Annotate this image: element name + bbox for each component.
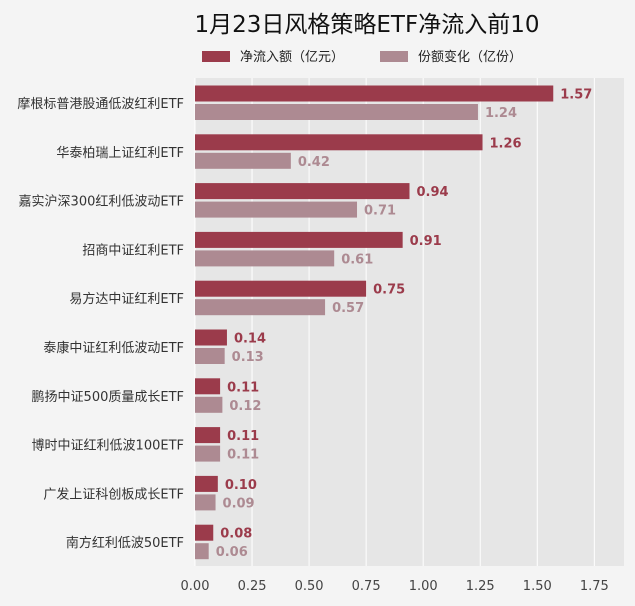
plot-area (195, 78, 624, 566)
bar-net-inflow (195, 231, 403, 248)
bar-net-inflow (195, 378, 221, 395)
category-label: 泰康中证红利低波动ETF (43, 340, 184, 356)
bar-net-inflow (195, 329, 227, 346)
category-labels: 摩根标普港股通低波红利ETF 华泰柏瑞上证红利ETF 嘉实沪深300红利低波动ETF… (17, 96, 184, 551)
category-label: 摩根标普港股通低波红利ETF (17, 96, 184, 112)
bar-net-inflow (195, 475, 218, 492)
x-tick-label: 1.75 (580, 579, 609, 594)
category-label: 广发上证科创板成长ETF (43, 486, 184, 502)
bar-net-inflow (195, 524, 214, 541)
x-tick-label: 1.50 (523, 579, 552, 594)
bar-share-change (195, 299, 326, 316)
bar-net-inflow (195, 427, 221, 444)
category-label: 南方红利低波50ETF (66, 535, 184, 551)
bar-share-change (195, 104, 478, 120)
bar-share-change (195, 250, 335, 267)
bar-share-change (195, 201, 358, 218)
bars (195, 85, 554, 560)
data-label-net-inflow: 0.11 (227, 380, 259, 395)
data-label-net-inflow: 0.10 (225, 478, 257, 493)
legend-swatch-share-change (380, 51, 408, 62)
data-label-share-change: 0.61 (341, 252, 373, 267)
data-label-net-inflow: 1.57 (560, 88, 592, 103)
legend: 净流入额（亿元） 份额变化（亿份） (202, 49, 522, 65)
x-tick-label: 1.00 (409, 579, 438, 594)
category-label: 博时中证红利低波100ETF (32, 438, 184, 454)
x-tick-labels: 0.00 0.25 0.50 0.75 1.00 1.25 1.50 1.75 (181, 579, 609, 594)
data-label-net-inflow: 0.94 (417, 185, 449, 200)
data-label-net-inflow: 1.26 (490, 136, 522, 151)
legend-label-net-inflow: 净流入额（亿元） (240, 50, 344, 65)
category-label: 华泰柏瑞上证红利ETF (56, 145, 184, 161)
legend-swatch-net-inflow (202, 51, 230, 62)
data-label-share-change: 0.11 (227, 448, 259, 463)
category-label: 招商中证红利ETF (82, 242, 184, 258)
bar-share-change (195, 152, 291, 169)
bar-net-inflow (195, 85, 554, 102)
data-label-share-change: 0.06 (216, 545, 248, 560)
data-label-share-change: 1.24 (485, 106, 517, 121)
data-label-net-inflow: 0.91 (410, 234, 442, 249)
data-label-net-inflow: 0.75 (373, 283, 405, 298)
data-label-net-inflow: 0.08 (220, 527, 252, 542)
x-tick-label: 0.00 (181, 579, 210, 594)
data-labels: 1.57 1.24 1.26 0.42 0.94 0.71 0.91 0.61 0.75 0.57… (216, 88, 593, 561)
x-tick-label: 0.75 (352, 579, 381, 594)
category-label: 易方达中证红利ETF (69, 291, 184, 307)
data-label-share-change: 0.13 (232, 350, 264, 365)
x-tick-label: 0.25 (238, 579, 267, 594)
bar-net-inflow (195, 183, 410, 200)
data-label-net-inflow: 0.14 (234, 332, 266, 347)
x-tick-label: 1.25 (466, 579, 495, 594)
bar-net-inflow (195, 280, 367, 297)
bar-share-change (195, 494, 216, 511)
bar-share-change (195, 445, 221, 462)
bar-share-change (195, 543, 209, 560)
x-tick-label: 0.50 (295, 579, 324, 594)
data-label-share-change: 0.42 (298, 155, 330, 170)
data-label-share-change: 0.09 (223, 496, 255, 511)
category-label: 嘉实沪深300红利低波动ETF (19, 194, 184, 210)
data-label-share-change: 0.71 (364, 204, 396, 219)
bar-share-change (195, 348, 225, 364)
chart-title: 1月23日风格策略ETF净流入前10 (195, 12, 540, 38)
bar-share-change (195, 396, 223, 413)
bar-net-inflow (195, 134, 483, 151)
data-label-net-inflow: 0.11 (227, 429, 259, 444)
category-label: 鹏扬中证500质量成长ETF (32, 390, 184, 405)
data-label-share-change: 0.57 (332, 301, 364, 316)
legend-label-share-change: 份额变化（亿份） (418, 49, 522, 65)
data-label-share-change: 0.12 (229, 399, 261, 414)
